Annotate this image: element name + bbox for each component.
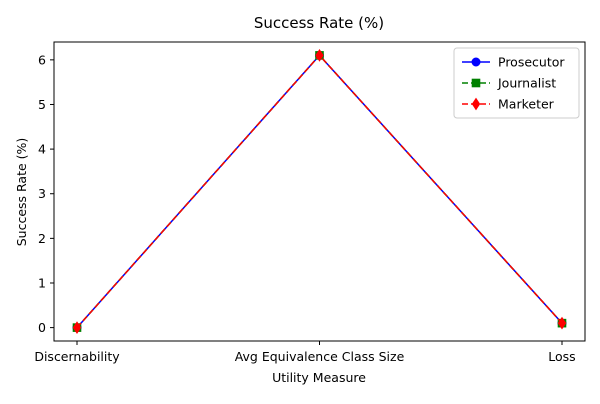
series-marketer [72,48,567,335]
data-point-marketer [315,48,324,62]
legend-item-prosecutor: Prosecutor [462,55,565,70]
y-tick-label: 2 [38,231,46,246]
y-tick-label: 4 [38,142,46,157]
x-tick-label: Loss [548,349,575,364]
data-point-marketer [72,321,82,335]
legend-marker-prosecutor [471,57,481,67]
y-tick-label: 0 [38,320,46,335]
legend-item-marketer: Marketer [462,97,555,112]
legend: Prosecutor Journalist Marketer [453,47,580,119]
y-tick-label: 5 [38,97,46,112]
legend-box [453,47,580,119]
legend-label-marketer: Marketer [498,97,555,112]
y-axis-label: Success Rate (%) [14,138,29,247]
legend-label-prosecutor: Prosecutor [498,55,565,70]
legend-item-journalist: Journalist [462,76,556,91]
data-point-marketer [557,316,567,330]
plot-area: 0 1 2 3 4 5 6 Discernability Avg Equivalence Cla… [34,41,586,364]
y-tick-label: 6 [38,52,46,67]
x-tick-label: Discernability [34,349,120,364]
chart-title: Success Rate (%) [254,14,384,32]
legend-marker-journalist [471,78,481,88]
x-axis-label: Utility Measure [272,370,366,385]
y-tick-label: 1 [38,275,46,290]
legend-label-journalist: Journalist [497,76,556,91]
legend-marker-marketer [471,97,481,111]
x-tick-label: Avg Equivalence Class Size [235,349,405,364]
y-tick-label: 3 [38,186,46,201]
